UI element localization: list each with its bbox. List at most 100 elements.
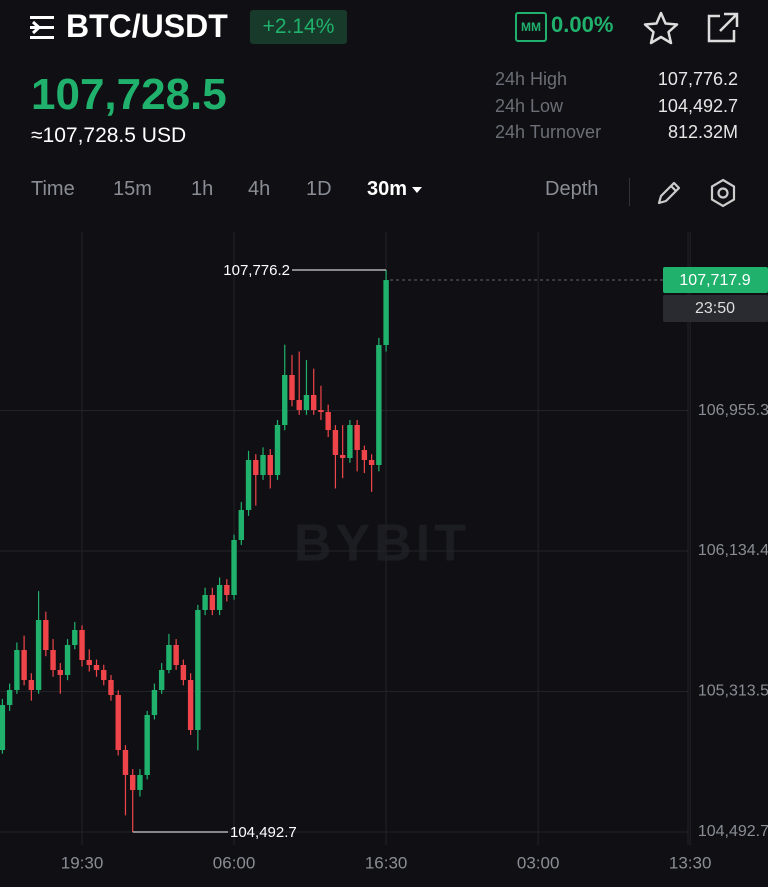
x-tick-label: 16:30 xyxy=(365,853,408,872)
candle-body xyxy=(267,454,273,475)
candle-body xyxy=(28,680,35,690)
candle-body xyxy=(14,649,20,690)
candle-body xyxy=(158,669,165,690)
stat-row: 24h High 107,776.2 xyxy=(495,69,738,96)
stat-value: 104,492.7 xyxy=(657,95,738,116)
candle-body xyxy=(0,704,6,750)
stat-value: 107,776.2 xyxy=(657,69,738,89)
candle-body xyxy=(231,539,237,595)
x-tick-label: 19:30 xyxy=(61,853,104,872)
candle-body xyxy=(296,399,302,411)
candle-body xyxy=(57,669,64,675)
candle-body xyxy=(79,629,85,660)
candle-body xyxy=(115,694,121,750)
candle-body xyxy=(21,649,27,681)
stat-row: 24h Turnover 812.32M xyxy=(495,122,738,149)
x-tick-label: 13:30 xyxy=(669,853,712,872)
x-tick-label: 03:00 xyxy=(517,853,560,872)
candle-body xyxy=(311,394,317,411)
y-tick-label: 104,492.7 xyxy=(698,823,768,840)
candle-body xyxy=(137,774,143,790)
candle-body xyxy=(43,619,49,650)
stat-value: 812.32M xyxy=(667,122,738,142)
stat-label: 24h Turnover xyxy=(495,122,602,142)
candle-body xyxy=(253,459,259,475)
symbol[interactable]: BTC/USDT xyxy=(66,8,228,44)
candle-body xyxy=(93,664,100,670)
countdown-label: 23:50 xyxy=(695,300,735,317)
tab[interactable]: 1D xyxy=(306,178,332,200)
stats: 24h High 107,776.2 24h Low 104,492.7 24h Tur… xyxy=(495,69,738,149)
mm-rate: 0.00% xyxy=(551,12,614,37)
candle-body xyxy=(274,424,281,475)
candle-body xyxy=(224,584,230,595)
candle-body xyxy=(368,459,375,465)
candle-body xyxy=(339,454,346,458)
y-tick-label: 105,313.5 xyxy=(698,683,768,700)
settings-icon[interactable] xyxy=(707,177,739,209)
candle-body xyxy=(6,689,13,705)
price-usd: ≈107,728.5 USD xyxy=(31,124,187,147)
tab[interactable]: 4h xyxy=(248,178,271,200)
candle-body xyxy=(202,594,208,611)
x-tick-label: 06:00 xyxy=(213,853,256,872)
candle-body xyxy=(325,411,331,430)
last-price-label: 107,717.9 xyxy=(679,272,750,289)
candle-body xyxy=(130,774,136,790)
low-marker-label: 104,492.7 xyxy=(230,824,297,841)
candle-body xyxy=(86,659,92,665)
high-marker-label: 107,776.2 xyxy=(223,262,290,279)
candle-body xyxy=(216,584,223,611)
last-price-badge xyxy=(663,267,768,294)
stat-row: 24h Low 104,492.7 xyxy=(495,96,738,123)
draw-icon[interactable] xyxy=(654,178,684,208)
candle-body xyxy=(289,374,295,400)
candle-body xyxy=(166,645,172,670)
menu-icon[interactable] xyxy=(30,14,60,42)
candle-body xyxy=(303,394,310,411)
tab[interactable]: Depth xyxy=(545,178,599,200)
stat-label: 24h Low xyxy=(495,95,564,116)
tab[interactable]: Time xyxy=(31,178,75,200)
candle-body xyxy=(383,280,389,346)
stat-label: 24h High xyxy=(495,69,568,89)
y-tick-label: 106,134.4 xyxy=(698,542,768,559)
mm-badge: MM xyxy=(515,12,547,42)
candle-body xyxy=(151,689,158,715)
candle-body xyxy=(108,680,114,695)
candle-body xyxy=(318,410,324,412)
candle-body xyxy=(64,645,71,675)
candle-body xyxy=(173,645,179,665)
candle-body xyxy=(72,629,78,646)
candle-body xyxy=(245,459,252,511)
candle-body xyxy=(209,594,216,611)
candle-body xyxy=(195,610,201,730)
last-price: 107,728.5 xyxy=(31,70,227,119)
change-badge: +2.14% xyxy=(250,10,347,44)
candle-body xyxy=(347,424,353,458)
dropdown-caret xyxy=(412,187,423,193)
candle-body xyxy=(101,669,107,681)
candle-body xyxy=(361,450,368,460)
tabs: Time 15m 1h 4h 1D 30m Depth xyxy=(0,176,768,206)
favorite-icon[interactable] xyxy=(642,10,680,46)
y-tick-label: 106,955.3 xyxy=(698,402,768,419)
candle-body xyxy=(282,374,288,425)
tab[interactable]: 15m xyxy=(113,178,152,200)
candle-body xyxy=(376,345,382,465)
candle-body xyxy=(260,454,266,475)
share-icon[interactable] xyxy=(704,11,740,45)
tab[interactable]: 1h xyxy=(191,178,214,200)
candle-body xyxy=(50,649,56,670)
candle-body xyxy=(354,424,360,451)
candle-body xyxy=(180,664,187,681)
countdown-badge xyxy=(663,295,768,323)
candle-body xyxy=(144,714,150,775)
watermark: BYBIT xyxy=(294,515,470,573)
tab-separator xyxy=(629,178,630,206)
tab[interactable]: 30m xyxy=(367,178,423,201)
candle-body xyxy=(35,619,42,690)
candle-body xyxy=(122,749,129,775)
